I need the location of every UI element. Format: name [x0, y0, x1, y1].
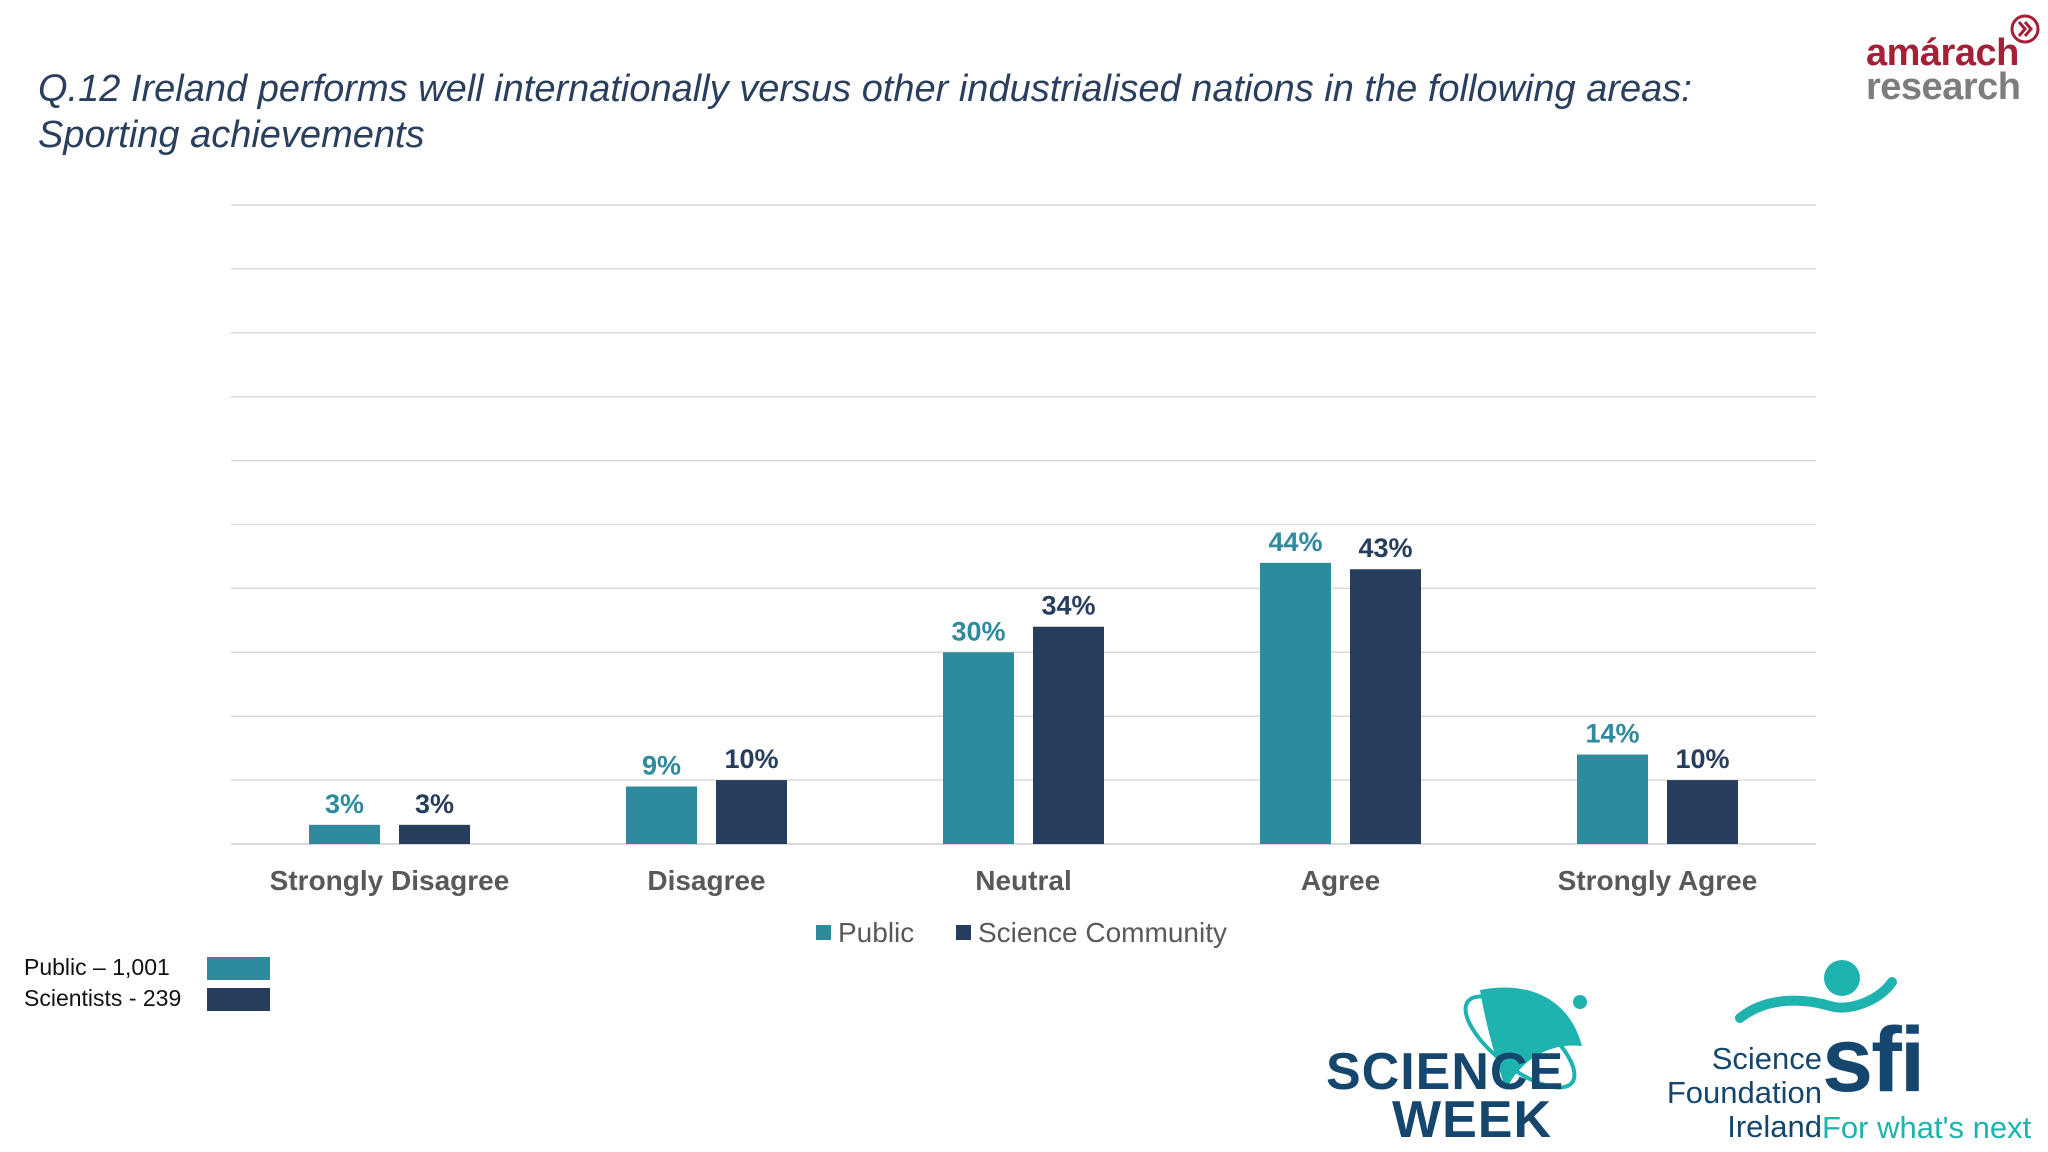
category-label: Disagree	[647, 865, 765, 896]
data-label: 3%	[415, 789, 454, 819]
category-label: Strongly Disagree	[270, 865, 510, 896]
data-label: 44%	[1268, 527, 1322, 557]
category-label: Strongly Agree	[1558, 865, 1758, 896]
category-labels: Strongly Disagree Disagree Neutral Agree Str…	[270, 865, 1758, 896]
data-label: 10%	[724, 744, 778, 774]
sample-size-key: Public – 1,001 Scientists - 239	[24, 952, 270, 1014]
title-line-2: Sporting achievements	[38, 114, 425, 156]
data-label: 9%	[642, 750, 681, 780]
data-label: 3%	[325, 789, 364, 819]
sample-row-public: Public – 1,001	[24, 952, 270, 983]
sample-label-scientists: Scientists - 239	[24, 985, 182, 1011]
bar	[943, 652, 1014, 844]
bars	[309, 562, 1738, 844]
sfi-runner-icon	[1735, 960, 1897, 1023]
sfi-word-1: Science	[1711, 1041, 1822, 1076]
bar	[1577, 754, 1648, 844]
sfi-logo: Science Foundation Ireland sfi For what'…	[1630, 950, 2048, 1150]
sample-swatch-scientists	[207, 988, 270, 1011]
data-label: 43%	[1358, 533, 1412, 563]
title-line-1: Q.12 Ireland performs well international…	[38, 68, 1692, 110]
bar	[309, 824, 380, 844]
amarach-logo-word: amárach	[1866, 32, 2019, 74]
legend-label: Public	[838, 917, 914, 948]
bar	[626, 786, 697, 844]
legend: Public Science Community	[816, 917, 1227, 948]
chart-title: Q.12 Ireland performs well international…	[38, 66, 1738, 158]
gridlines	[231, 204, 1816, 845]
category-label: Agree	[1301, 865, 1380, 896]
bar	[716, 780, 787, 844]
bar	[1033, 626, 1104, 844]
chevron-circle-icon	[2010, 14, 2040, 44]
science-week-logo: SCIENCE WEEK	[1320, 960, 1620, 1146]
sfi-mark: sfi	[1822, 1009, 1925, 1111]
category-label: Neutral	[975, 865, 1071, 896]
sample-row-scientists: Scientists - 239	[24, 983, 270, 1014]
sample-swatch-public	[207, 957, 270, 980]
legend-swatch	[956, 925, 971, 940]
bar	[1260, 562, 1331, 844]
data-label: 34%	[1041, 591, 1095, 621]
research-logo-word: research	[1866, 66, 2021, 108]
sfi-word-2: Foundation	[1666, 1075, 1822, 1110]
amarach-research-logo: amárach research	[1860, 14, 2040, 108]
data-labels: 3% 3% 9% 10% 30% 34% 44% 43% 14% 10%	[325, 527, 1730, 819]
legend-label: Science Community	[978, 917, 1227, 948]
sfi-wordmark: Science Foundation Ireland	[1667, 1042, 1822, 1144]
bar	[1350, 569, 1421, 844]
data-label: 14%	[1585, 719, 1639, 749]
sfi-tagline: For what's next	[1822, 1110, 2032, 1145]
sample-label-public: Public – 1,001	[24, 954, 170, 980]
bar	[1667, 780, 1738, 844]
science-week-word-2: WEEK	[1392, 1091, 1552, 1149]
science-week-orbit-icon	[1463, 987, 1587, 1090]
data-label: 10%	[1675, 744, 1729, 774]
science-week-word-1: SCIENCE	[1326, 1043, 1565, 1101]
sfi-word-3: Ireland	[1727, 1109, 1822, 1144]
data-label: 30%	[951, 616, 1005, 646]
legend-swatch	[816, 925, 831, 940]
bar	[399, 824, 470, 844]
